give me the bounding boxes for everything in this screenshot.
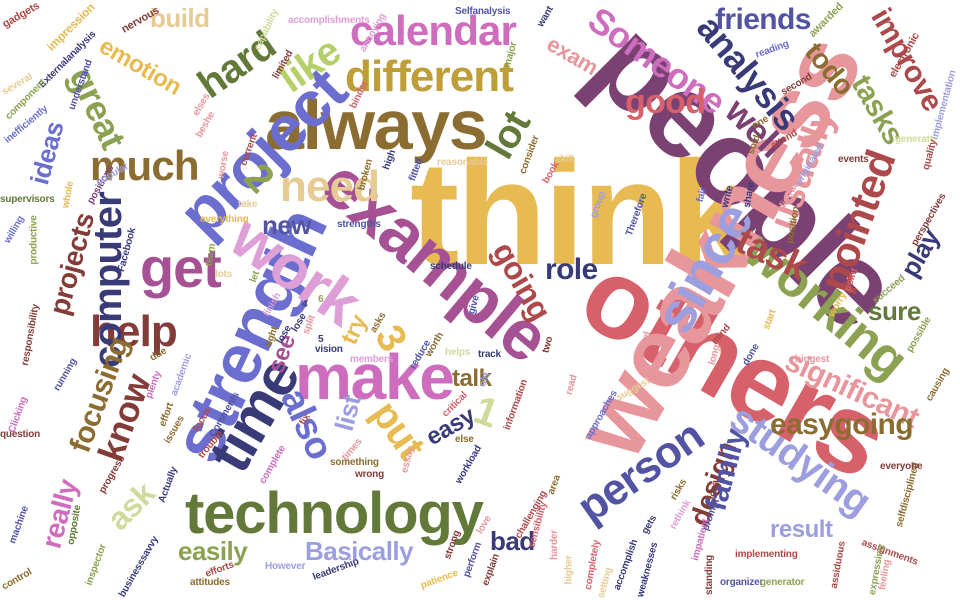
word: weaknesses xyxy=(635,541,661,599)
word: inspector xyxy=(83,542,109,588)
word: implementing xyxy=(735,549,798,560)
word: vision xyxy=(315,344,343,355)
word: strengths xyxy=(337,219,381,230)
word: perform xyxy=(461,540,485,579)
word: everyone xyxy=(880,461,923,472)
word: something xyxy=(330,457,379,468)
word: organizer xyxy=(720,577,764,588)
word: role xyxy=(545,253,598,286)
word: supervisors xyxy=(0,194,55,205)
word: 5 xyxy=(318,334,324,345)
word: accomplishments xyxy=(288,15,370,26)
word: 4 xyxy=(302,299,308,310)
word: result xyxy=(770,516,833,543)
word: easily xyxy=(178,536,248,566)
word: events xyxy=(838,154,869,165)
word: Basically xyxy=(305,536,414,566)
word: take xyxy=(238,199,258,210)
word: higher xyxy=(563,555,575,585)
word: think xyxy=(410,131,752,296)
word: awarded xyxy=(806,0,846,40)
word: running xyxy=(51,356,80,394)
word: list xyxy=(328,391,367,435)
word: gadgets xyxy=(0,0,42,31)
word: attitudes xyxy=(190,577,230,588)
word: generate xyxy=(895,134,936,145)
word: need xyxy=(280,162,380,211)
word: make xyxy=(295,341,455,413)
word: skill xyxy=(555,154,574,165)
word: willing xyxy=(2,214,27,246)
word: productive xyxy=(28,215,40,265)
word: harder xyxy=(548,530,560,560)
word: gets xyxy=(639,513,660,537)
word: wrong xyxy=(355,469,384,480)
word: build xyxy=(150,3,210,33)
word: reasonable xyxy=(437,157,488,168)
word: standing xyxy=(704,554,716,596)
word: sure xyxy=(868,296,921,326)
word: technology xyxy=(185,481,484,546)
word: everything xyxy=(200,214,249,225)
word: talk xyxy=(452,365,492,392)
word: question xyxy=(0,429,41,440)
word: bad xyxy=(490,526,535,556)
word: setting xyxy=(595,565,615,599)
word: members xyxy=(350,354,394,365)
word: area xyxy=(545,473,563,497)
word: assiduous xyxy=(828,540,848,590)
word: always xyxy=(265,86,488,164)
word: friends xyxy=(715,3,811,36)
word: information xyxy=(501,378,531,432)
word: different xyxy=(345,52,514,101)
word: biggest xyxy=(795,354,830,365)
word: lots xyxy=(215,269,232,280)
word: control xyxy=(0,566,35,593)
word: much xyxy=(90,142,199,189)
word: calendar xyxy=(350,7,517,54)
word: explain xyxy=(480,552,502,588)
word: machine xyxy=(7,504,31,546)
word: businesssavvy xyxy=(116,534,161,599)
word: want xyxy=(535,4,556,30)
word: two xyxy=(540,335,556,355)
word: helps xyxy=(445,347,471,358)
word: ideas xyxy=(24,118,70,188)
word: generator xyxy=(760,577,805,588)
word: However xyxy=(265,561,306,572)
word: help xyxy=(90,307,178,356)
word: track xyxy=(478,349,501,360)
word: 1 xyxy=(468,387,504,437)
word: easygoing xyxy=(770,408,914,441)
word: causing xyxy=(923,366,952,404)
word: new xyxy=(262,210,312,240)
word: responsibility xyxy=(19,303,42,367)
word: schedule xyxy=(430,261,472,272)
word: accomplish xyxy=(611,538,641,592)
word: Actually xyxy=(156,465,180,505)
word: good xyxy=(625,83,706,121)
word: plenty xyxy=(143,369,164,400)
word: else xyxy=(455,434,474,445)
word: get xyxy=(140,236,222,299)
word: 6 xyxy=(318,294,324,305)
word: Selfanalysis xyxy=(455,6,511,17)
word: whole xyxy=(60,180,76,210)
word: workload xyxy=(453,443,485,486)
word: family xyxy=(699,425,753,515)
word: patience xyxy=(419,567,460,592)
